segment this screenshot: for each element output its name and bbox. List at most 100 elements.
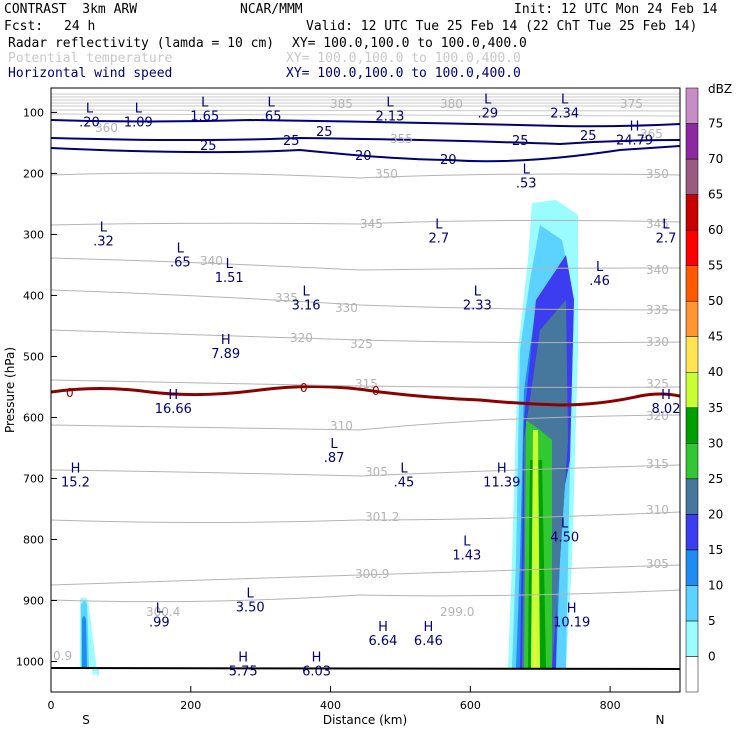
zero-isotherm <box>51 384 680 407</box>
theta-label-8: 340 <box>200 254 223 268</box>
colorbar-label-12: 60 <box>708 223 723 237</box>
x-axis-title: Distance (km) <box>323 713 407 727</box>
extremum-type-13: L <box>435 217 443 232</box>
wind-contour-label-extra-1: 25 <box>512 134 529 149</box>
colorbar-swatch-2 <box>685 585 699 622</box>
extremum-value-6: 2.34 <box>550 106 579 121</box>
extremum-l-5: L.29 <box>477 92 498 121</box>
extremum-value-25: 1.43 <box>452 549 481 564</box>
extremum-h-21: H15.2 <box>61 461 90 490</box>
y-tick-label-0: 100 <box>23 106 44 119</box>
extremum-type-26: L <box>247 586 255 601</box>
colorbar-swatch-4 <box>685 514 699 551</box>
extremum-value-20: .87 <box>324 451 345 466</box>
theta-label-13: 315 <box>355 377 378 391</box>
theta-label-right-6: 320 <box>646 409 669 423</box>
extremum-h-29: H6.64 <box>368 620 397 649</box>
colorbar-label-9: 45 <box>708 330 723 344</box>
extremum-value-12: 3.16 <box>292 298 321 313</box>
extremum-l-20: L.87 <box>324 437 345 466</box>
x-tick-label-0: 0 <box>48 699 55 712</box>
extremum-type-21: H <box>71 461 81 476</box>
extremum-type-3: L <box>268 95 276 110</box>
extremum-value-10: .65 <box>170 256 191 271</box>
colorbar-swatch-8 <box>685 371 699 409</box>
extremum-h-28: H10.19 <box>553 602 590 631</box>
theta-label-right-0: 350 <box>646 167 669 181</box>
extremum-value-22: .45 <box>394 475 415 490</box>
extremum-h-32: H6.03 <box>302 650 331 679</box>
zero-isotherm-label-0: 0 <box>66 386 74 400</box>
wind-contour-label-extra-0: 25 <box>200 139 217 154</box>
y-tick-label-4: 500 <box>23 350 44 363</box>
extremum-type-24: L <box>561 516 569 531</box>
extremum-l-14: L2.33 <box>463 284 492 313</box>
theta-line-310 <box>51 511 680 523</box>
theta-label-right-5: 325 <box>646 377 669 391</box>
theta-label-right-3: 335 <box>646 303 669 317</box>
theta-label-right-9: 305 <box>646 557 669 571</box>
extremum-l-2: L1.65 <box>190 95 219 124</box>
extremum-type-12: L <box>302 284 310 299</box>
extremum-type-18: H <box>168 388 178 403</box>
x-tick-label-1: 200 <box>180 699 201 712</box>
theta-line-305 <box>51 564 680 586</box>
theta-label-15: 305 <box>365 465 388 479</box>
extremum-type-10: L <box>177 242 185 257</box>
theta-label-7: 345 <box>360 217 383 231</box>
extremum-value-30: 6.46 <box>414 634 443 649</box>
field-3-name: Horizontal wind speed <box>8 66 173 81</box>
colorbar-swatch-1 <box>685 620 699 657</box>
colorbar-label-7: 35 <box>708 401 723 415</box>
extremum-type-14: L <box>474 284 482 299</box>
theta-label-9: 335 <box>275 291 298 305</box>
extremum-type-28: H <box>567 602 577 617</box>
extremum-l-1: L1.09 <box>124 101 153 130</box>
theta-label-11: 325 <box>350 337 373 351</box>
extremum-type-29: H <box>378 620 388 635</box>
extremum-l-24: L4.50 <box>550 516 579 545</box>
extremum-value-23: 11.39 <box>483 475 520 490</box>
colorbar-unit: dBZ <box>708 82 732 96</box>
extremum-value-18: 16.66 <box>155 402 192 417</box>
extremum-value-14: 2.33 <box>463 298 492 313</box>
theta-label-3: 365 <box>640 127 663 141</box>
extremum-type-16: L <box>662 217 670 232</box>
theta-label-4: 360 <box>95 121 118 135</box>
extremum-value-17: 7.89 <box>211 347 240 362</box>
colorbar-swatch-12 <box>685 229 699 266</box>
field-3-xy: XY= 100.0,100.0 to 100.0,400.0 <box>286 66 521 81</box>
colorbar-swatch-9 <box>685 336 699 373</box>
extremum-type-19: H <box>661 388 671 403</box>
extremum-value-9: .32 <box>93 234 114 249</box>
theta-line-330 <box>51 329 680 344</box>
extremum-type-0: L <box>86 101 94 116</box>
extremum-type-22: L <box>400 461 408 476</box>
extremum-value-19: 8.02 <box>652 402 681 417</box>
y-tick-label-2: 300 <box>23 228 44 241</box>
extremum-l-15: L.46 <box>589 260 610 289</box>
theta-line-325 <box>51 379 680 388</box>
x-tick-label-4: 800 <box>600 699 621 712</box>
x-axis-end-label: N <box>656 713 665 727</box>
extremum-value-27: .99 <box>149 616 170 631</box>
theta-label-12: 320 <box>290 331 313 345</box>
extremum-value-28: 10.19 <box>553 616 590 631</box>
extremum-l-11: L1.51 <box>215 257 244 286</box>
extremum-l-10: L.65 <box>170 242 191 271</box>
x-tick-label-2: 400 <box>320 699 341 712</box>
theta-label-16: 301.2 <box>365 510 399 524</box>
colorbar-swatch-5 <box>685 478 699 515</box>
extremum-value-24: 4.50 <box>550 530 579 545</box>
colorbar-label-10: 50 <box>708 294 723 308</box>
y-tick-label-6: 700 <box>23 472 44 485</box>
extremum-l-3: L.65 <box>261 95 282 124</box>
extremum-type-11: L <box>226 257 234 272</box>
wind-contour-25-b <box>51 136 680 146</box>
extremum-type-4: L <box>386 95 394 110</box>
extremum-h-31: H5.75 <box>229 650 258 679</box>
extremum-type-20: L <box>330 437 338 452</box>
extremum-type-27: L <box>156 602 164 617</box>
colorbar-label-3: 15 <box>708 543 723 557</box>
colorbar-swatch-13 <box>685 194 699 231</box>
